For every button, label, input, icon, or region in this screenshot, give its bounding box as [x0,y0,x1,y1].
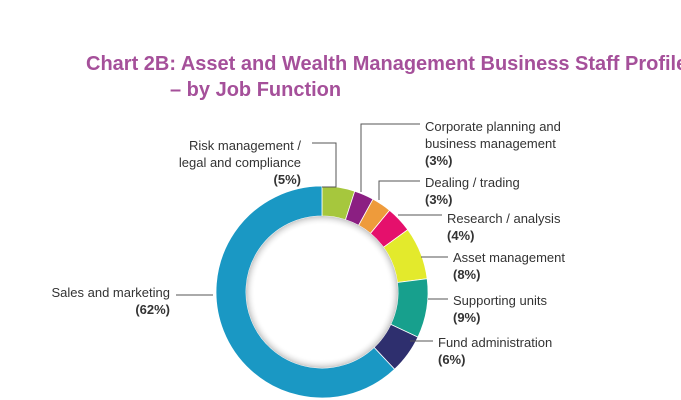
donut-hole-shadow [246,216,398,368]
slice-label: business management [425,136,556,151]
slice-percent-label: (3%) [425,153,452,168]
leader-lines [176,123,448,342]
leader-line [312,142,337,188]
slice-percent-label: (5%) [274,172,301,187]
slice-label: legal and compliance [179,155,301,170]
slice-percent-label: (4%) [447,228,474,243]
slice-label: Dealing / trading [425,175,520,190]
slice-labels: Risk management / legal and compliance (5%… [51,119,565,367]
slice-label: Supporting units [453,293,547,308]
slice-label: Fund administration [438,335,552,350]
leader-line [378,180,420,200]
slices-layer [215,185,429,399]
slice-percent-label: (8%) [453,267,480,282]
chart-title-line-1: Chart 2B: Asset and Wealth Management Bu… [86,53,681,75]
chart-title-line-2: – by Job Function [170,79,342,101]
slice-percent-label: (9%) [453,310,480,325]
slice-label: Sales and marketing [51,285,170,300]
leader-line [360,123,420,192]
slice-label: Asset management [453,250,565,265]
slice-label: Risk management / [189,138,301,153]
slice-percent-label: (62%) [135,302,170,317]
slice-label: Corporate planning and [425,119,561,134]
slice-percent-label: (6%) [438,352,465,367]
slice-percent-label: (3%) [425,192,452,207]
slice-label: Research / analysis [447,211,561,226]
